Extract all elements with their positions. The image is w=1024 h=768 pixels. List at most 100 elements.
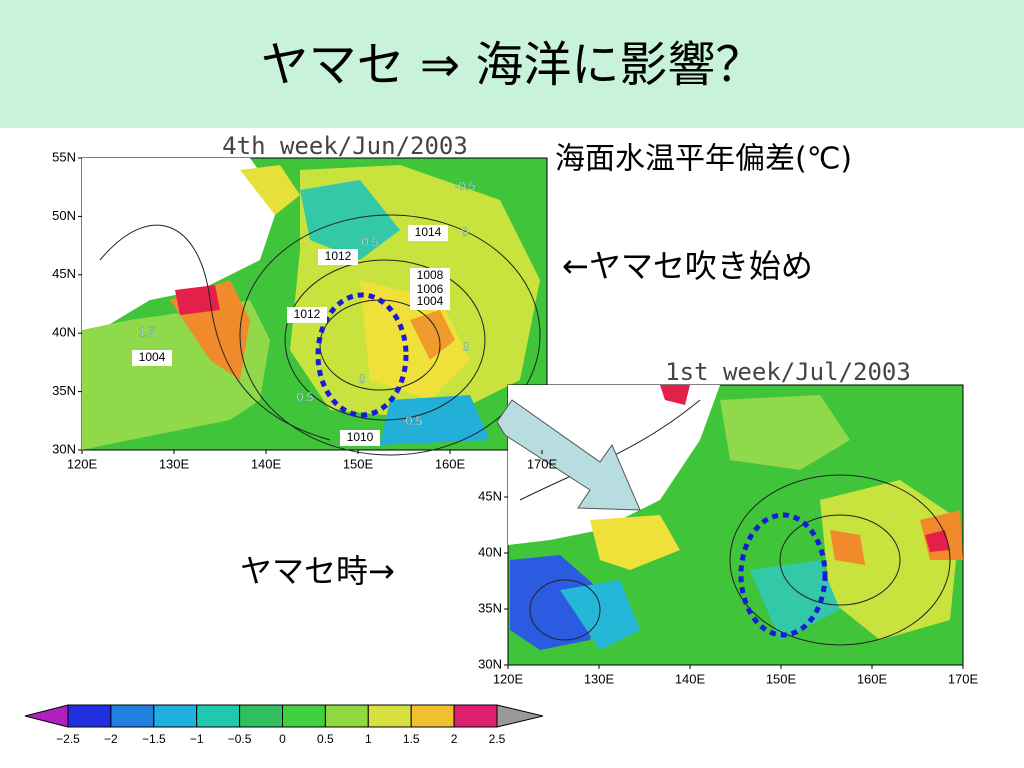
colorbar-box — [153, 704, 198, 728]
lon-label: 140E — [675, 671, 706, 686]
lon-label: 130E — [159, 456, 190, 471]
lon-label: 170E — [948, 671, 979, 686]
label-bg — [287, 307, 327, 323]
highlight-ellipse — [315, 292, 409, 418]
arrow — [496, 399, 641, 511]
colorbar-label: −2.5 — [56, 732, 80, 746]
colorbar: −2.5 −2 −1.5 −1 −0.5 0 0.5 1 1.5 2 2.5 — [24, 704, 544, 746]
map-title: 1st week/Jul/2003 — [665, 358, 911, 386]
contour-label: 1012 — [325, 249, 352, 263]
contour-label: 1008 — [417, 268, 444, 282]
label-bg — [340, 430, 380, 446]
map-title: 4th week/Jun/2003 — [222, 132, 468, 160]
colorbar-box — [110, 704, 155, 728]
label-bg — [410, 268, 450, 284]
colorbar-box — [196, 704, 241, 728]
anomaly-region — [300, 180, 400, 260]
anomaly-region — [750, 560, 840, 640]
slide-title: ヤマセ ⇒ 海洋に影響？ — [261, 37, 764, 93]
contour-label: 1010 — [347, 430, 374, 444]
isobar — [779, 514, 901, 606]
lat-label: 45N — [478, 488, 502, 503]
anomaly-region — [830, 530, 865, 565]
lat-label: 30N — [478, 656, 502, 671]
colorbar-box — [67, 704, 112, 728]
lat-label: 35N — [478, 600, 502, 615]
highlight-ellipse — [738, 512, 828, 638]
isobar — [99, 224, 331, 441]
label-bg — [410, 294, 450, 310]
anomaly-region — [175, 285, 220, 315]
lon-label: 130E — [584, 671, 615, 686]
colorbar-label: −2 — [104, 732, 118, 746]
caption: 海面水温平年偏差(℃) — [555, 142, 852, 177]
label-bg — [408, 225, 448, 241]
lon-label: 120E — [67, 456, 98, 471]
map-2 — [507, 384, 964, 666]
colorbar-box — [367, 704, 412, 728]
colorbar-box — [410, 704, 455, 728]
contour-label: 1006 — [417, 282, 444, 296]
lon-label: 160E — [435, 456, 466, 471]
anomaly-label: 0 — [359, 372, 366, 386]
lat-label: 35N — [52, 383, 76, 398]
land — [82, 158, 280, 340]
anomaly-label: -0.5 — [402, 414, 423, 428]
colorbar-box — [453, 704, 498, 728]
anomaly-label: 0 — [463, 340, 470, 354]
lon-label: 120E — [493, 671, 524, 686]
lon-label: 160E — [857, 671, 888, 686]
isobar — [284, 259, 486, 421]
isobar — [729, 474, 951, 646]
lat-label: 30N — [52, 441, 76, 456]
lat-label: 50N — [52, 208, 76, 223]
anomaly-region — [590, 515, 680, 570]
contour-label: 1004 — [139, 350, 166, 364]
lat-label: 55N — [52, 149, 76, 164]
lon-label: 150E — [766, 671, 797, 686]
colorbar-label: 1.5 — [403, 732, 420, 746]
label-bg — [318, 249, 358, 265]
colorbar-label: 2 — [451, 732, 458, 746]
colorbar-label: 0.5 — [317, 732, 334, 746]
anomaly-region — [720, 395, 850, 470]
colorbar-box — [239, 704, 284, 728]
contour-label: 1012 — [294, 307, 321, 321]
map-1: 101210101008100210101006101010060.500-0.… — [81, 157, 548, 456]
colorbar-label: −1.5 — [142, 732, 166, 746]
colorbar-label: −1 — [190, 732, 204, 746]
anomaly-region — [660, 385, 690, 405]
lon-label: 140E — [251, 456, 282, 471]
lat-label: 45N — [52, 266, 76, 281]
colorbar-label: 1 — [365, 732, 372, 746]
anomaly-label: -0.5 — [455, 179, 476, 193]
colorbar-box — [282, 704, 326, 728]
annotation: ←ヤマセ吹き始め — [562, 247, 813, 285]
anomaly-label: 0.5 — [297, 390, 314, 404]
anomaly-region — [510, 555, 600, 650]
isobar — [239, 214, 541, 456]
lat-label: 40N — [478, 544, 502, 559]
header-band — [0, 0, 1024, 128]
annotation: ヤマセ時→ — [240, 552, 395, 590]
anomaly-region — [410, 310, 455, 360]
anomaly-region — [240, 165, 300, 215]
lon-label: 170E — [527, 456, 558, 471]
colorbar-end — [24, 704, 69, 728]
colorbar-label: 2.5 — [489, 732, 506, 746]
anomaly-label: 0 — [462, 225, 469, 239]
anomaly-label: 1.5 — [139, 325, 156, 339]
colorbar-end — [496, 704, 544, 728]
colorbar-box — [324, 704, 369, 728]
colorbar-label: 0 — [279, 732, 286, 746]
anomaly-region — [925, 530, 950, 552]
lat-label: 40N — [52, 325, 76, 340]
colorbar-label: −0.5 — [228, 732, 252, 746]
label-bg — [132, 350, 172, 366]
anomaly-region — [380, 395, 490, 445]
lon-label: 150E — [343, 456, 374, 471]
anomaly-label: 0.5 — [362, 235, 379, 249]
contour-label: 1014 — [415, 225, 442, 239]
isobar — [529, 579, 601, 641]
